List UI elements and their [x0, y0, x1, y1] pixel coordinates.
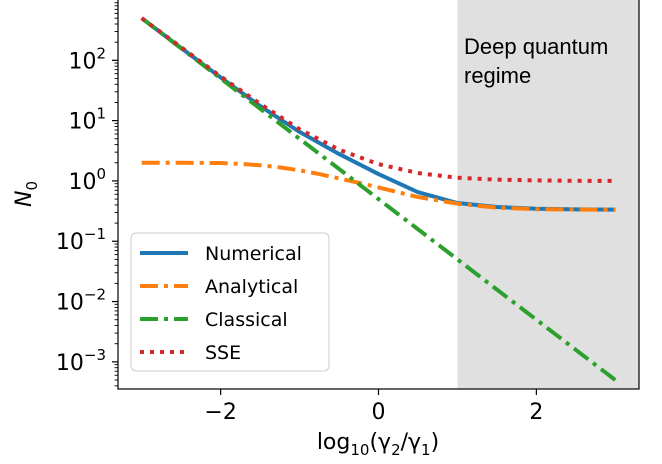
legend-label-numerical: Numerical	[205, 243, 302, 265]
x-tick-label: −2	[204, 400, 236, 425]
y-tick-label: 10−2	[56, 286, 106, 316]
legend-label-analytical: Analytical	[205, 276, 298, 298]
y-axis-label: N0	[12, 181, 41, 207]
series-layer	[140, 16, 617, 382]
x-axis-label: log10(γ2/γ1)	[317, 430, 439, 459]
legend-box	[130, 232, 330, 372]
region-label-line1: Deep quantum	[464, 34, 608, 59]
y-axis: 102 101 100 10−1 10−2 10−3	[56, 2, 118, 387]
legend-label-classical: Classical	[205, 309, 288, 331]
y-tick-label: 100	[68, 165, 106, 195]
x-tick-label: 0	[372, 400, 386, 425]
y-tick-label: 10−3	[56, 346, 106, 376]
legend-label-sse: SSE	[205, 342, 241, 364]
region-label-line2: regime	[464, 63, 531, 88]
y-tick-label: 101	[68, 105, 106, 135]
x-axis: −2 0 2	[204, 389, 543, 425]
shaded-region	[457, 0, 639, 389]
series-line-analytical	[141, 160, 616, 212]
shaded-region-layer	[457, 0, 639, 389]
region-annotation: Deep quantum regime	[464, 34, 608, 88]
x-tick-label: 2	[529, 400, 543, 425]
y-tick-label: 10−1	[56, 225, 106, 255]
series-line-classical	[140, 16, 617, 382]
y-tick-label: 102	[68, 44, 106, 74]
legend: Numerical Analytical Classical SSE	[130, 232, 330, 372]
